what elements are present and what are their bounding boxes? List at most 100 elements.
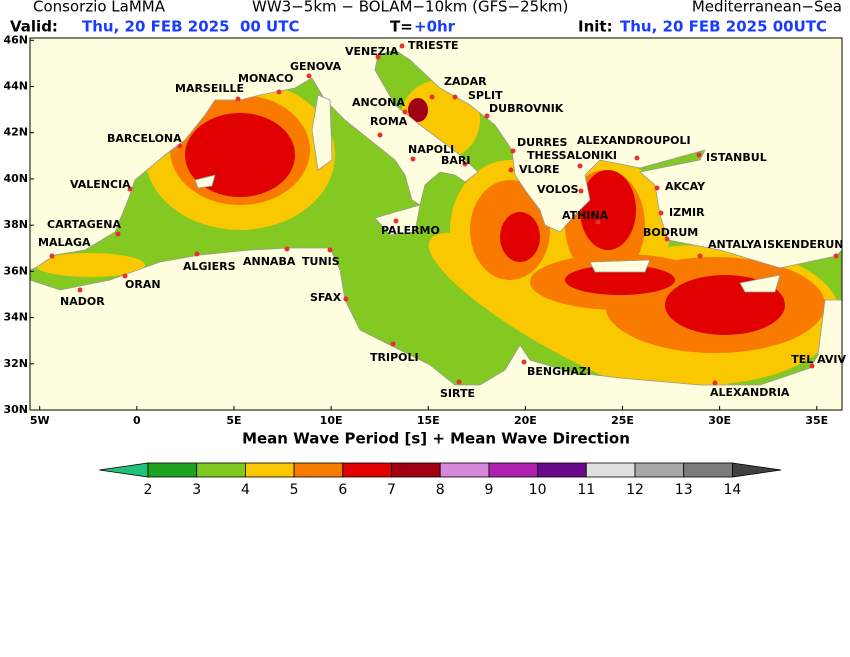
city-dot: [399, 43, 405, 49]
colorbar-label: 14: [723, 482, 741, 498]
city-label: VALENCIA: [70, 178, 131, 191]
city-dot: [712, 380, 718, 386]
city-dot: [284, 246, 290, 252]
city-dot: [343, 296, 349, 302]
city-label: MALAGA: [38, 236, 91, 249]
city-dot: [578, 188, 584, 194]
lon-tick-label: 5E: [226, 414, 241, 427]
colorbar-label: 2: [144, 482, 153, 498]
city-label: BARCELONA: [107, 132, 182, 145]
producer: Consorzio LaMMA: [33, 0, 166, 16]
city-label: TRIPOLI: [370, 351, 419, 364]
city-label: VENEZIA: [345, 45, 399, 58]
colorbar-segment: [196, 462, 246, 478]
city-dot: [809, 363, 815, 369]
city-label: NAPOLI: [408, 143, 454, 156]
city-dot: [276, 89, 282, 95]
city-label: VOLOS: [537, 183, 579, 196]
colorbar-segment: [634, 462, 685, 478]
colorbar-segment: [342, 462, 392, 478]
lat-tick-label: 38N: [3, 218, 28, 231]
colorbar-label: 7: [387, 482, 396, 498]
lat-tick-label: 34N: [3, 311, 28, 324]
city-label: ROMA: [370, 115, 408, 128]
lat-tick-label: 40N: [3, 172, 28, 185]
city-dot: [462, 161, 468, 167]
city-label: ANCONA: [352, 96, 405, 109]
city-dot: [429, 94, 435, 100]
city-label: PALERMO: [381, 224, 440, 237]
city-dot: [194, 251, 200, 257]
city-label: TUNIS: [302, 255, 340, 268]
city-label: ISTANBUL: [706, 151, 767, 164]
colorbar-label: 10: [529, 482, 547, 498]
lat-tick-label: 30N: [3, 403, 28, 416]
city-label: BARI: [441, 154, 470, 167]
city-label: ATHINA: [562, 209, 609, 222]
colorbar-segment: [244, 462, 295, 478]
city-label: NADOR: [60, 295, 105, 308]
lon-tick-label: 5W: [30, 414, 50, 427]
colorbar-label: 11: [577, 482, 595, 498]
map-frame: [29, 37, 843, 411]
lat-tick-label: 36N: [3, 264, 28, 277]
city-dot: [235, 96, 241, 102]
city-label: VLORE: [519, 163, 559, 176]
lon-tick-label: 15E: [417, 414, 440, 427]
city-dot: [375, 54, 381, 60]
lat-tick-label: 44N: [3, 80, 28, 93]
city-dot: [456, 379, 462, 385]
city-label: AKCAY: [665, 180, 706, 193]
city-label: BENGHAZI: [527, 365, 591, 378]
colorbar-segment: [147, 462, 198, 478]
city-dot: [393, 218, 399, 224]
city-label: SFAX: [310, 291, 342, 304]
colorbar-segment: [537, 462, 587, 478]
lon-tick-label: 25E: [611, 414, 634, 427]
city-label: TEL AVIV: [791, 353, 846, 366]
city-label: ANNABA: [243, 255, 296, 268]
city-dot: [521, 359, 527, 365]
city-label: MONACO: [238, 72, 293, 85]
city-dot: [49, 253, 55, 259]
city-label: MARSEILLE: [175, 82, 244, 95]
model-info: WW3−5km − BOLAM−10km (GFS−25km): [252, 0, 568, 16]
city-dot: [484, 113, 490, 119]
colorbar-segment: [439, 462, 490, 478]
lat-tick-label: 46N: [3, 33, 28, 46]
colorbar-segment: [683, 462, 733, 478]
city-label: GENOVA: [290, 60, 342, 73]
city-dot: [122, 273, 128, 279]
lat-tick-label: 42N: [3, 126, 28, 139]
colorbar-segment: [488, 462, 538, 478]
colorbar-label: 5: [290, 482, 299, 498]
city-label: DUBROVNIK: [489, 102, 564, 115]
city-dot: [697, 253, 703, 259]
city-dot: [377, 132, 383, 138]
land: [30, 38, 842, 410]
city-dot: [510, 148, 516, 154]
colorbar-label: 8: [436, 482, 445, 498]
city-label: SPLIT: [468, 89, 503, 102]
city-label: SIRTE: [440, 387, 475, 400]
city-dot: [115, 231, 121, 237]
city-label: BODRUM: [643, 226, 698, 239]
city-dot: [634, 155, 640, 161]
city-dot: [696, 152, 702, 158]
colorbar-label: 3: [192, 482, 201, 498]
city-dot: [654, 185, 660, 191]
city-dot: [658, 210, 664, 216]
city-dot: [664, 236, 670, 242]
city-label: TRIESTE: [408, 39, 459, 52]
step-value: +0hr: [414, 18, 456, 36]
colorbar-label: 9: [484, 482, 493, 498]
city-label: CARTAGENA: [47, 218, 121, 231]
lon-tick-label: 0: [133, 414, 141, 427]
map: [30, 38, 842, 410]
city-dot: [595, 219, 601, 225]
city-dot: [77, 287, 83, 293]
colorbar-label: 13: [675, 482, 693, 498]
step-label: T=: [390, 18, 413, 36]
init-value: Thu, 20 FEB 2025 00UTC: [620, 18, 827, 36]
